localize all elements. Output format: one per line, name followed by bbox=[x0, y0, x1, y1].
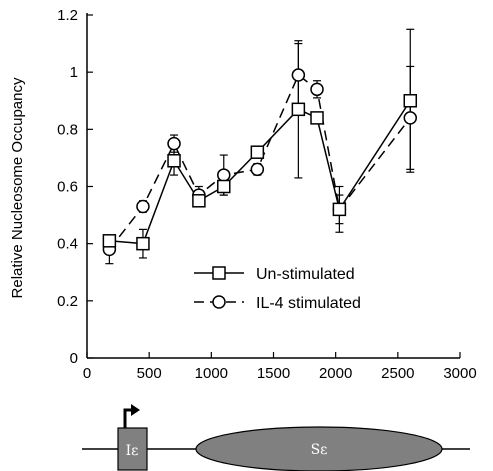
ie-label: Iε bbox=[126, 443, 139, 459]
switch-region-ellipse bbox=[195, 426, 443, 471]
data-point-il4 bbox=[167, 136, 181, 151]
x-tick-label: 2500 bbox=[381, 365, 414, 382]
legend-circle-marker bbox=[212, 295, 226, 309]
y-axis-title: Relative Nucleosome Occupancy bbox=[9, 77, 26, 298]
x-ticks: 0 500 1000 1500 2000 2500 3000 bbox=[83, 352, 477, 382]
x-tick-label: 2000 bbox=[319, 365, 352, 382]
data-point-unstimulated bbox=[102, 234, 117, 248]
legend: Un-stimulated IL-4 stimulated bbox=[194, 266, 361, 312]
y-tick-label: 0.6 bbox=[57, 179, 78, 196]
gene-diagram: Iε Sε bbox=[82, 404, 470, 471]
legend-item-unstimulated: Un-stimulated bbox=[194, 266, 355, 283]
data-point-il4 bbox=[310, 82, 324, 97]
y-tick-label: 0.2 bbox=[57, 293, 78, 310]
series-line-il4 bbox=[108, 73, 411, 250]
x-tick-label: 1000 bbox=[195, 365, 228, 382]
data-point-il4 bbox=[217, 168, 231, 182]
data-point-unstimulated bbox=[250, 145, 265, 159]
y-tick-label: 0.8 bbox=[57, 121, 78, 138]
y-tick-label: 0 bbox=[70, 350, 78, 367]
x-tick-label: 3000 bbox=[443, 365, 476, 382]
data-point-unstimulated bbox=[310, 111, 324, 125]
data-point-unstimulated bbox=[291, 102, 306, 117]
x-tick-label: 0 bbox=[83, 365, 91, 382]
legend-label-il4: IL-4 stimulated bbox=[256, 295, 361, 312]
data-point-unstimulated bbox=[403, 94, 418, 108]
legend-item-il4: IL-4 stimulated bbox=[194, 295, 361, 312]
data-point-unstimulated bbox=[167, 154, 181, 168]
data-point-unstimulated bbox=[192, 194, 206, 208]
se-label: Sε bbox=[311, 442, 328, 458]
data-point-il4 bbox=[250, 162, 265, 177]
x-tick-label: 1500 bbox=[257, 365, 290, 382]
y-tick-label: 1.2 bbox=[57, 7, 78, 24]
y-tick-label: 0.4 bbox=[57, 236, 78, 253]
x-tick-label: 500 bbox=[137, 365, 162, 382]
data-point-unstimulated bbox=[136, 236, 150, 251]
ie-exon-box bbox=[117, 427, 148, 471]
y-tick-label: 1 bbox=[70, 64, 78, 81]
legend-square-marker bbox=[212, 266, 226, 280]
arrow-head-icon bbox=[131, 404, 140, 416]
data-point-il4 bbox=[136, 199, 150, 214]
series-line-unstimulated bbox=[109, 100, 411, 245]
plot-area: 0 0.2 0.4 0.6 0.8 1 1.2 0 500 1000 1500 2000 2500 30… bbox=[57, 7, 477, 382]
series-layer bbox=[102, 28, 418, 265]
y-ticks: 0 0.2 0.4 0.6 0.8 1 1.2 bbox=[57, 7, 93, 367]
data-point-il4 bbox=[291, 68, 306, 82]
data-point-unstimulated bbox=[332, 202, 347, 217]
data-point-il4 bbox=[403, 111, 418, 125]
legend-label-unstimulated: Un-stimulated bbox=[256, 266, 355, 283]
data-point-unstimulated bbox=[217, 179, 231, 194]
